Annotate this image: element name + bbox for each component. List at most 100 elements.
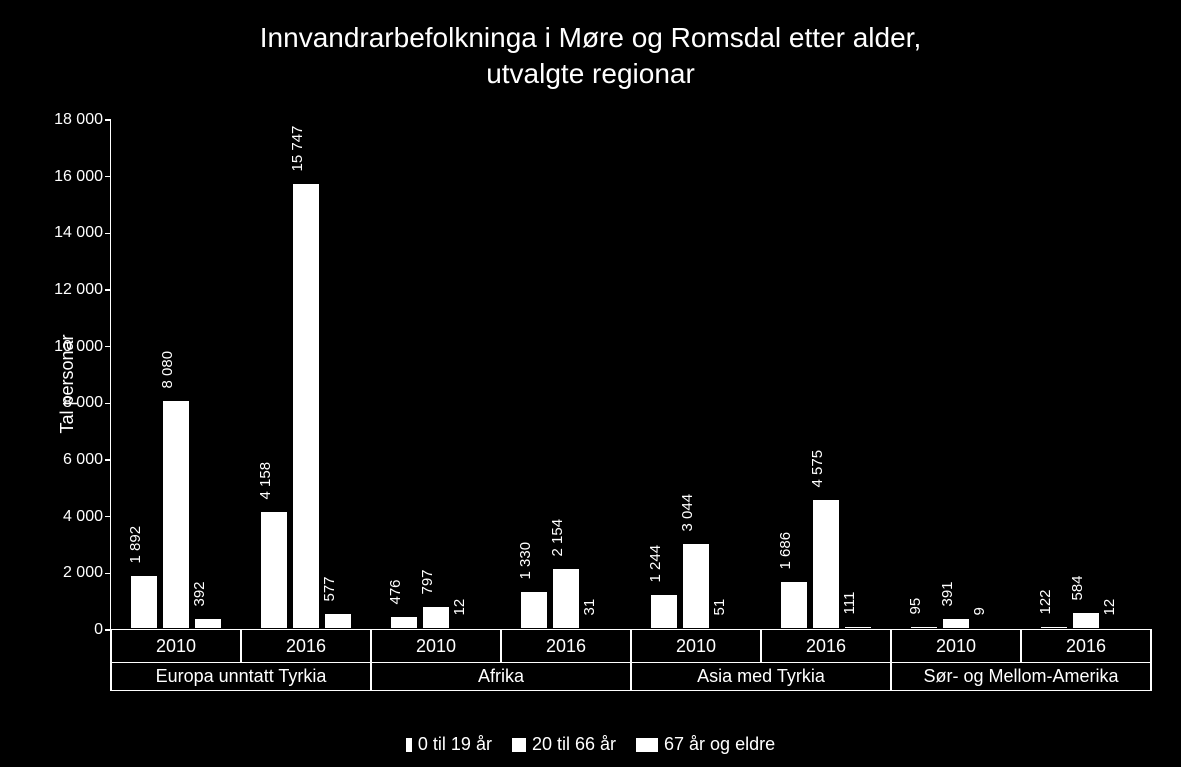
bar-value-label: 12	[451, 599, 468, 616]
year-label: 2010	[156, 636, 196, 657]
legend-label: 0 til 19 år	[418, 734, 492, 754]
bar: 476	[390, 616, 418, 629]
bar: 15 747	[292, 183, 320, 629]
y-tick-label: 4 000	[63, 508, 111, 526]
region-label: Europa unntatt Tyrkia	[156, 666, 327, 687]
year-label: 2016	[1066, 636, 1106, 657]
y-tick-label: 2 000	[63, 564, 111, 582]
y-tick-mark	[105, 403, 111, 405]
bar: 12	[454, 627, 482, 629]
bar: 1 892	[130, 575, 158, 629]
year-label: 2010	[676, 636, 716, 657]
bar-value-label: 51	[711, 599, 728, 616]
bar-value-label: 1 330	[517, 542, 534, 580]
year-separator	[370, 629, 372, 663]
bar: 2 154	[552, 568, 580, 629]
bar: 111	[844, 626, 872, 629]
year-separator	[1020, 629, 1022, 663]
bar: 31	[584, 627, 612, 629]
year-separator	[110, 629, 112, 663]
bar: 122	[1040, 626, 1068, 629]
y-tick-mark	[105, 233, 111, 235]
bar: 1 330	[520, 591, 548, 629]
bar-value-label: 577	[321, 576, 338, 601]
bar: 577	[324, 613, 352, 629]
bar: 95	[910, 626, 938, 629]
legend-swatch	[406, 738, 412, 752]
year-label: 2016	[546, 636, 586, 657]
bar-value-label: 122	[1037, 589, 1054, 614]
year-separator	[1150, 629, 1152, 663]
year-label: 2010	[936, 636, 976, 657]
bar-value-label: 31	[581, 599, 598, 616]
legend-swatch	[512, 738, 526, 752]
bar-value-label: 1 244	[647, 545, 664, 583]
y-tick-label: 10 000	[54, 338, 111, 356]
bar-value-label: 12	[1101, 599, 1118, 616]
chart-title: Innvandrarbefolkninga i Møre og Romsdal …	[0, 20, 1181, 93]
year-separator	[890, 629, 892, 663]
year-separator	[240, 629, 242, 663]
bar-value-label: 4 575	[809, 450, 826, 488]
y-tick-label: 6 000	[63, 451, 111, 469]
bar-value-label: 15 747	[289, 125, 306, 171]
year-label: 2016	[286, 636, 326, 657]
bar-value-label: 9	[971, 607, 988, 615]
bar: 4 575	[812, 499, 840, 629]
bar: 3 044	[682, 543, 710, 629]
legend-swatch	[636, 738, 658, 752]
y-tick-label: 14 000	[54, 224, 111, 242]
bar: 1 686	[780, 581, 808, 629]
bar: 4 158	[260, 511, 288, 629]
bar: 12	[1104, 627, 1132, 629]
bar: 8 080	[162, 400, 190, 629]
y-tick-label: 12 000	[54, 281, 111, 299]
bar-value-label: 2 154	[549, 519, 566, 557]
bar: 51	[714, 627, 742, 629]
region-label: Sør- og Mellom-Amerika	[923, 666, 1118, 687]
bar-value-label: 797	[419, 570, 436, 595]
legend-item: 67 år og eldre	[636, 734, 775, 755]
y-tick-mark	[105, 176, 111, 178]
bar: 392	[194, 618, 222, 629]
bar-value-label: 391	[939, 581, 956, 606]
y-tick-label: 16 000	[54, 168, 111, 186]
region-label: Asia med Tyrkia	[697, 666, 825, 687]
legend-item: 20 til 66 år	[512, 734, 616, 755]
title-line2: utvalgte regionar	[486, 58, 695, 89]
bar-value-label: 1 686	[777, 532, 794, 570]
bar-value-label: 111	[841, 592, 858, 615]
legend-label: 20 til 66 år	[532, 734, 616, 754]
y-tick-mark	[105, 289, 111, 291]
region-label: Afrika	[478, 666, 524, 687]
y-tick-mark	[105, 573, 111, 575]
title-line1: Innvandrarbefolkninga i Møre og Romsdal …	[260, 22, 921, 53]
year-separator	[630, 629, 632, 663]
y-tick-label: 8 000	[63, 394, 111, 412]
y-tick-mark	[105, 516, 111, 518]
year-separator	[760, 629, 762, 663]
y-tick-mark	[105, 459, 111, 461]
bar: 9	[974, 627, 1002, 629]
y-tick-mark	[105, 346, 111, 348]
bar: 1 244	[650, 594, 678, 629]
bar-value-label: 1 892	[127, 526, 144, 564]
legend-item: 0 til 19 år	[406, 734, 492, 755]
legend: 0 til 19 år 20 til 66 år 67 år og eldre	[0, 734, 1181, 755]
bar-value-label: 95	[907, 598, 924, 615]
legend-label: 67 år og eldre	[664, 734, 775, 754]
bar-value-label: 476	[387, 579, 404, 604]
year-label: 2010	[416, 636, 456, 657]
bar: 391	[942, 618, 970, 629]
year-label: 2016	[806, 636, 846, 657]
bar-value-label: 392	[191, 581, 208, 606]
bar: 797	[422, 606, 450, 629]
bar: 584	[1072, 612, 1100, 629]
y-tick-label: 18 000	[54, 111, 111, 129]
year-separator	[500, 629, 502, 663]
plot-area: 02 0004 0006 0008 00010 00012 00014 0001…	[110, 120, 1150, 630]
bar-value-label: 3 044	[679, 494, 696, 532]
bar-value-label: 8 080	[159, 351, 176, 389]
y-tick-mark	[105, 119, 111, 121]
bar-value-label: 4 158	[257, 462, 274, 500]
